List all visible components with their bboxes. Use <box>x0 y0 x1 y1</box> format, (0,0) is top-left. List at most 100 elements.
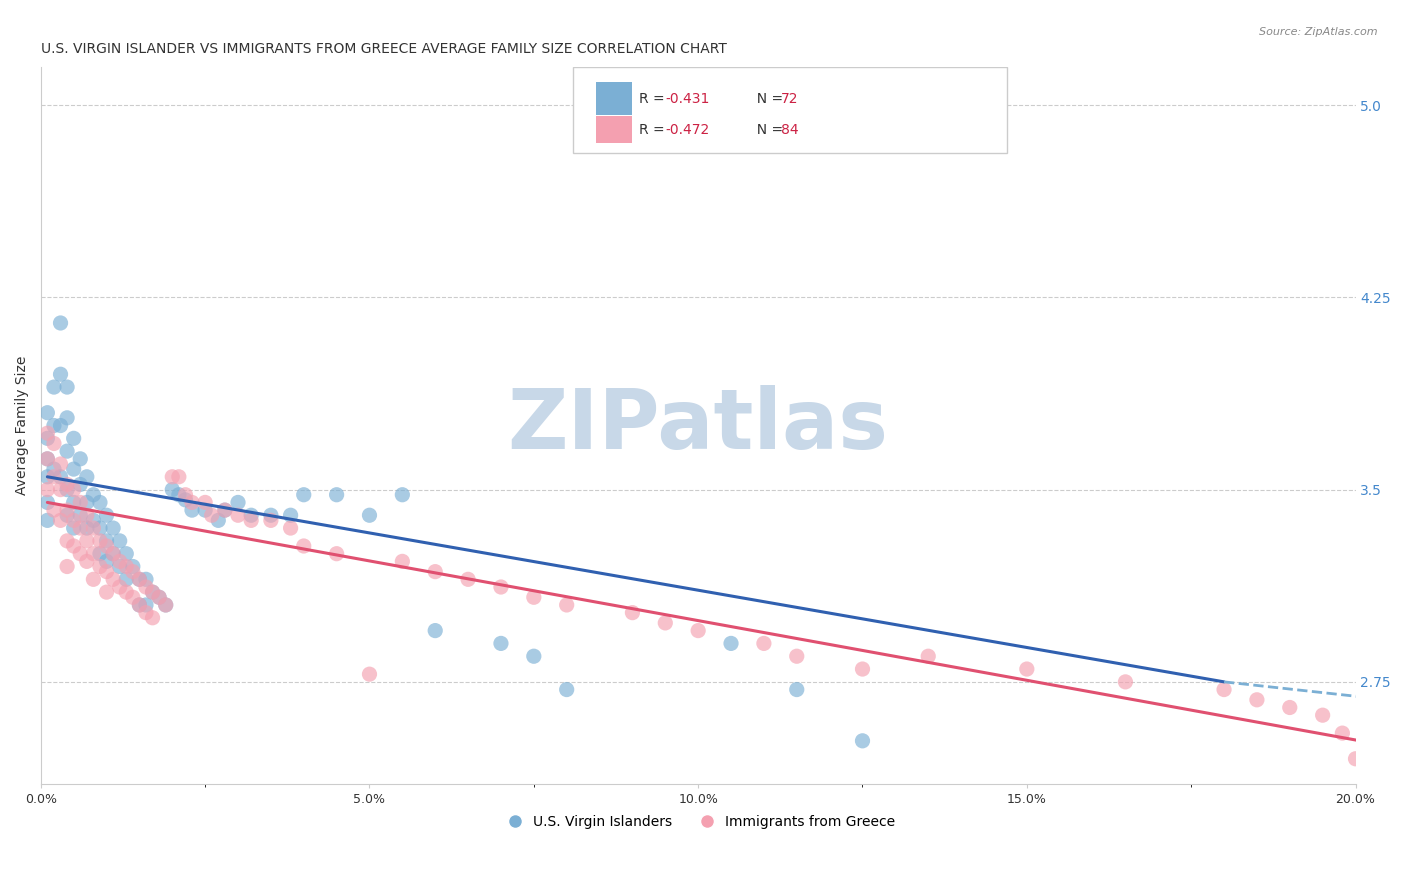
Text: 72: 72 <box>780 92 799 106</box>
Point <box>42 380 65 394</box>
Point <box>62 462 84 476</box>
Point <box>260 513 283 527</box>
Point <box>214 503 236 517</box>
Point <box>121 565 143 579</box>
Point <box>135 598 157 612</box>
Point <box>1278 700 1301 714</box>
Point <box>76 533 98 548</box>
Point <box>62 521 84 535</box>
Point <box>260 508 283 523</box>
Point <box>101 547 124 561</box>
Point <box>69 495 91 509</box>
Point <box>555 598 578 612</box>
Point <box>108 533 131 548</box>
Point <box>425 565 447 579</box>
Point <box>752 636 775 650</box>
Point <box>214 503 236 517</box>
Point <box>135 572 157 586</box>
Point <box>489 580 512 594</box>
Point <box>96 554 118 568</box>
Text: R =: R = <box>638 92 669 106</box>
Point <box>37 451 59 466</box>
Point <box>49 316 72 330</box>
Point <box>1331 726 1354 740</box>
Point <box>56 444 79 458</box>
Point <box>201 508 224 523</box>
Point <box>69 477 91 491</box>
Text: -0.472: -0.472 <box>665 123 710 136</box>
Point <box>181 503 204 517</box>
Point <box>62 431 84 445</box>
Point <box>37 470 59 484</box>
Point <box>101 521 124 535</box>
Legend: U.S. Virgin Islanders, Immigrants from Greece: U.S. Virgin Islanders, Immigrants from G… <box>496 810 901 835</box>
Point <box>1312 708 1334 723</box>
Point <box>101 547 124 561</box>
Text: N =: N = <box>748 92 787 106</box>
Point <box>226 495 249 509</box>
Point <box>292 488 315 502</box>
Point <box>37 495 59 509</box>
Point <box>121 591 143 605</box>
Point <box>155 598 177 612</box>
Point <box>37 426 59 441</box>
Point <box>69 508 91 523</box>
Point <box>49 483 72 497</box>
Point <box>162 483 184 497</box>
Point <box>96 585 118 599</box>
Point <box>49 368 72 382</box>
Point <box>425 624 447 638</box>
Point <box>89 495 111 509</box>
Point <box>115 585 138 599</box>
Point <box>523 649 546 664</box>
Point <box>917 649 939 664</box>
Point <box>108 554 131 568</box>
Point <box>56 503 79 517</box>
Point <box>62 483 84 497</box>
Point <box>325 488 347 502</box>
Point <box>115 547 138 561</box>
Point <box>49 513 72 527</box>
Point <box>76 554 98 568</box>
FancyBboxPatch shape <box>574 67 1007 153</box>
Point <box>62 513 84 527</box>
Point <box>174 488 197 502</box>
Point <box>56 477 79 491</box>
Point <box>148 591 170 605</box>
Point <box>194 495 217 509</box>
Point <box>142 585 165 599</box>
Point <box>56 508 79 523</box>
Point <box>56 483 79 497</box>
Point <box>96 533 118 548</box>
Point <box>457 572 479 586</box>
Point <box>37 431 59 445</box>
Point <box>96 565 118 579</box>
Point <box>292 539 315 553</box>
Point <box>49 418 72 433</box>
Point <box>56 559 79 574</box>
Point <box>56 533 79 548</box>
Point <box>654 615 676 630</box>
Point <box>49 470 72 484</box>
Point <box>89 533 111 548</box>
Point <box>391 488 413 502</box>
Point <box>1376 726 1399 740</box>
Point <box>786 649 808 664</box>
Point <box>359 508 381 523</box>
Point <box>108 580 131 594</box>
Point <box>240 513 263 527</box>
Point <box>121 559 143 574</box>
Point <box>181 495 204 509</box>
Point <box>76 495 98 509</box>
Point <box>851 734 873 748</box>
Point <box>851 662 873 676</box>
Text: N =: N = <box>748 123 787 136</box>
Point <box>207 513 229 527</box>
Point <box>42 418 65 433</box>
Point <box>42 436 65 450</box>
Point <box>56 380 79 394</box>
Point <box>128 572 150 586</box>
Point <box>240 508 263 523</box>
Point <box>76 470 98 484</box>
Point <box>148 591 170 605</box>
